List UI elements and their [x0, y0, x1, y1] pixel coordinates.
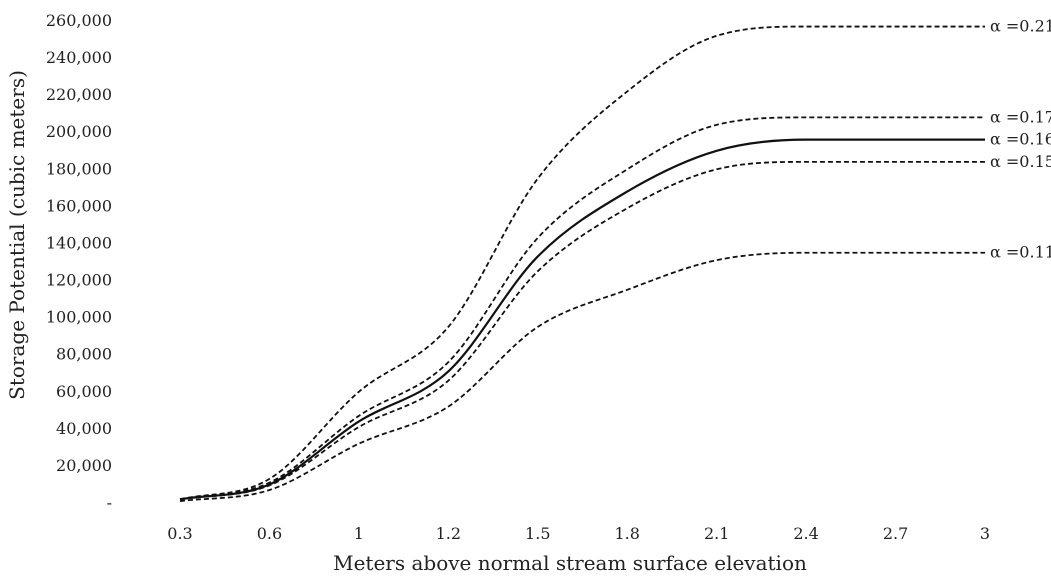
x-tick-label: 0.3 [167, 524, 192, 543]
y-tick-label: 200,000 [46, 122, 112, 141]
y-tick-label: 160,000 [46, 196, 112, 215]
y-tick-label: 140,000 [46, 233, 112, 252]
series-line [179, 25, 985, 501]
series-label: α =0.11 [990, 243, 1051, 262]
series-line [179, 116, 985, 501]
y-tick-label: 20,000 [56, 456, 112, 475]
series-label: α =0.21 [990, 17, 1051, 36]
y-tick-label: - [107, 493, 112, 512]
y-tick-label: 40,000 [56, 419, 112, 438]
x-tick-label: 2.7 [883, 524, 908, 543]
x-tick-label: 0.6 [257, 524, 282, 543]
series-labels: α =0.21 α =0.17 α =0.16 α =0.15 α =0.11 [990, 17, 1051, 262]
x-tick-label: 1 [354, 524, 364, 543]
series-label: α =0.17 [990, 107, 1051, 126]
x-tick-label: 3 [980, 524, 990, 543]
y-tick-label: 180,000 [46, 159, 112, 178]
y-axis-title: Storage Potential (cubic meters) [5, 70, 29, 400]
x-axis-title: Meters above normal stream surface eleva… [333, 551, 807, 575]
y-tick-label: 120,000 [46, 271, 112, 290]
x-tick-label: 2.4 [793, 524, 818, 543]
series-line [179, 138, 985, 501]
x-axis-ticks: 0.3 0.6 1 1.2 1.5 1.8 2.1 2.4 2.7 3 [167, 524, 990, 543]
y-tick-label: 220,000 [46, 85, 112, 104]
x-tick-label: 1.5 [525, 524, 550, 543]
series-label: α =0.15 [990, 152, 1051, 171]
y-tick-label: 100,000 [46, 308, 112, 327]
x-tick-label: 1.8 [614, 524, 639, 543]
series-line [179, 251, 985, 503]
y-axis-ticks: - 20,000 40,000 60,000 80,000 100,000 120,000 1… [46, 11, 112, 512]
x-tick-label: 2.1 [704, 524, 729, 543]
y-tick-label: 60,000 [56, 382, 112, 401]
x-tick-label: 1.2 [436, 524, 461, 543]
series-label: α =0.16 [990, 130, 1051, 149]
series-line [179, 160, 985, 501]
series-lines [179, 25, 985, 503]
y-tick-label: 260,000 [46, 11, 112, 30]
y-tick-label: 240,000 [46, 48, 112, 67]
y-tick-label: 80,000 [56, 345, 112, 364]
